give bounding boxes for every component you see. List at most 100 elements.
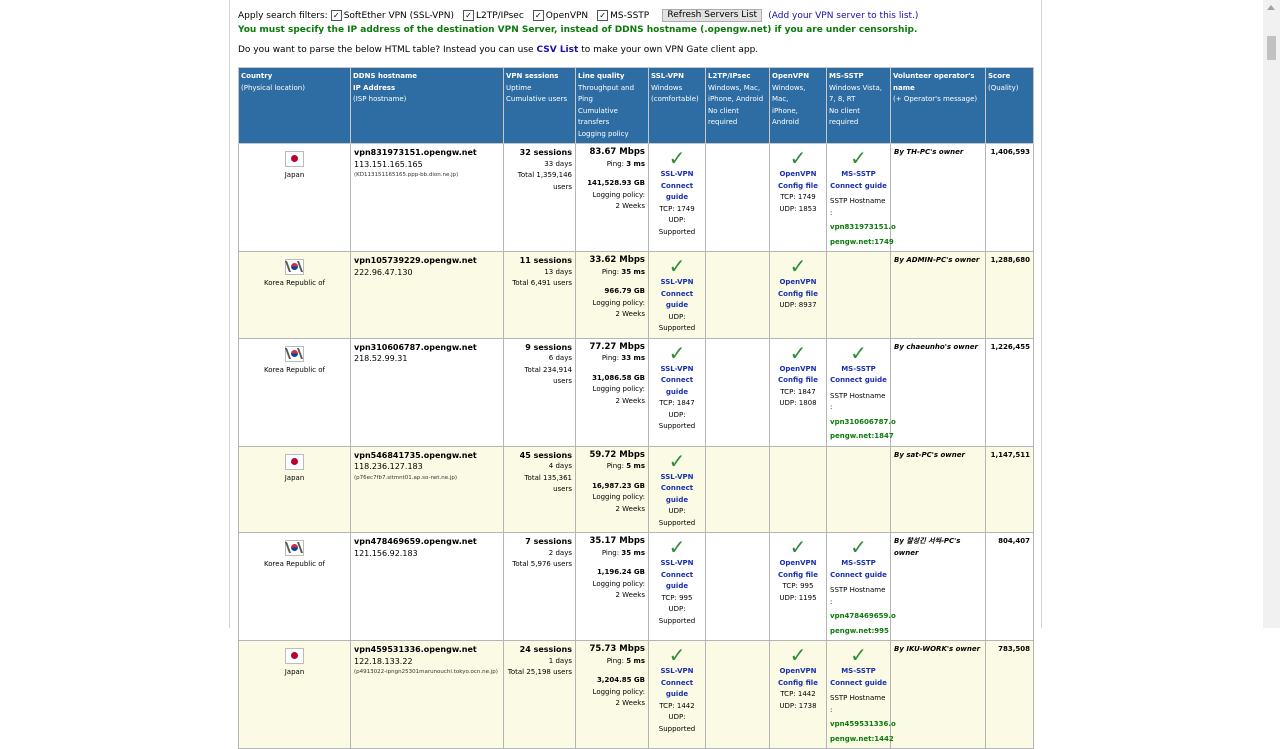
openvpn-link[interactable]: OpenVPN xyxy=(779,278,817,286)
logging-policy: 2 Weeks xyxy=(615,504,645,513)
ssl-connect-guide-link[interactable]: Connect guide xyxy=(660,678,694,699)
openvpn-cell: ✓ OpenVPN Config file TCP: 1749 UDP: 185… xyxy=(769,143,827,252)
ssl-connect-guide-link[interactable]: Connect guide xyxy=(660,484,694,504)
sstp-cell xyxy=(826,251,891,339)
header-operator: Volunteer operator's name (+ Operator's m… xyxy=(890,67,986,144)
openvpn-config-file-link[interactable]: Config file xyxy=(778,570,818,579)
header-openvpn: OpenVPN Windows, Mac, iPhone, Android xyxy=(769,67,827,144)
sstp-hostname: vpn310606787.o xyxy=(830,417,896,426)
refresh-servers-button[interactable]: Refresh Servers List xyxy=(662,9,763,22)
ssl-tcp-port: TCP: 1847 xyxy=(659,399,695,407)
filter-mssstp[interactable]: ✓ MS-SSTP xyxy=(597,10,649,21)
l2tp-cell xyxy=(705,143,770,252)
ssl-vpn-link[interactable]: SSL-VPN xyxy=(660,278,694,286)
header-sessions: VPN sessions Uptime Cumulative users xyxy=(503,67,576,144)
openvpn-config-file-link[interactable]: Config file xyxy=(778,181,818,190)
operator-cell: By chaeunho's owner xyxy=(890,337,986,447)
ssl-tcp-port: TCP: 995 xyxy=(661,593,693,602)
quality-cell: 35.17 Mbps Ping: 35 ms 1,196.24 GB Loggi… xyxy=(575,532,649,641)
quality-cell: 83.67 Mbps Ping: 3 ms 141,528.93 GB Logg… xyxy=(575,143,649,252)
isp-hostname: (p4913022-ipngn25301marunouchi.tokyo.ocn… xyxy=(354,669,498,675)
checkbox-icon[interactable]: ✓ xyxy=(532,10,544,21)
openvpn-config-file-link[interactable]: Config file xyxy=(778,289,818,298)
score-cell: 1,288,680 xyxy=(985,251,1034,339)
country-cell: Korea Republic of xyxy=(238,337,351,447)
l2tp-cell xyxy=(705,532,770,641)
sstp-link[interactable]: MS-SSTP xyxy=(841,559,876,567)
l2tp-cell xyxy=(705,640,770,749)
vertical-scrollbar[interactable] xyxy=(1263,0,1280,628)
sstp-link[interactable]: MS-SSTP xyxy=(841,364,876,373)
sstp-connect-guide-link[interactable]: Connect guide xyxy=(830,678,887,687)
table-row: Korea Republic of vpn105739229.opengw.ne… xyxy=(238,251,1034,339)
sstp-connect-guide-link[interactable]: Connect guide xyxy=(830,570,887,579)
ssl-vpn-link[interactable]: SSL-VPN xyxy=(660,472,694,481)
ssl-vpn-link[interactable]: SSL-VPN xyxy=(660,170,694,178)
logging-policy: 2 Weeks xyxy=(615,202,645,210)
ssl-vpn-link[interactable]: SSL-VPN xyxy=(660,559,694,567)
sstp-link[interactable]: MS-SSTP xyxy=(841,170,876,178)
score-value: 1,226,455 xyxy=(990,342,1030,351)
logging-policy-label: Logging policy: xyxy=(592,385,645,393)
header-country: Country (Physical location) xyxy=(238,67,351,144)
jp-flag-icon xyxy=(285,648,304,664)
openvpn-link[interactable]: OpenVPN xyxy=(779,170,817,178)
sstp-connect-guide-link[interactable]: Connect guide xyxy=(830,376,887,384)
sstp-hostname-cont: pengw.net:1749 xyxy=(830,237,894,246)
ssl-connect-guide-link[interactable]: Connect guide xyxy=(660,181,694,202)
country-name: Korea Republic of xyxy=(264,365,325,374)
ssl-tcp-port: TCP: 1442 xyxy=(659,701,695,710)
add-server-link[interactable]: (Add your VPN server to this list.) xyxy=(768,10,919,21)
score-cell: 804,407 xyxy=(985,532,1034,641)
ssl-connect-guide-link[interactable]: Connect guide xyxy=(660,376,694,396)
quality-cell: 59.72 Mbps Ping: 5 ms 16,987.23 GB Loggi… xyxy=(575,445,649,533)
logging-policy: 2 Weeks xyxy=(615,396,645,405)
uptime: 13 days xyxy=(544,267,572,276)
openvpn-link[interactable]: OpenVPN xyxy=(779,364,817,373)
openvpn-config-file-link[interactable]: Config file xyxy=(778,376,818,384)
openvpn-link[interactable]: OpenVPN xyxy=(779,667,817,675)
ping: Ping: 33 ms xyxy=(601,354,645,362)
openvpn-tcp-port: TCP: 1442 xyxy=(780,690,816,698)
openvpn-link[interactable]: OpenVPN xyxy=(779,559,817,567)
quality-cell: 77.27 Mbps Ping: 33 ms 31,086.58 GB Logg… xyxy=(575,337,649,447)
ssl-connect-guide-link[interactable]: Connect guide xyxy=(660,570,694,591)
openvpn-udp-port: UDP: 1808 xyxy=(779,399,817,407)
isp-hostname: (KD113151165165.ppp-bb.dion.ne.jp) xyxy=(354,172,459,178)
filter-openvpn[interactable]: ✓ OpenVPN xyxy=(532,10,588,21)
ssl-vpn-link[interactable]: SSL-VPN xyxy=(660,667,694,675)
ssl-udp-support: UDP: Supported xyxy=(658,605,696,625)
uptime: 6 days xyxy=(548,354,572,362)
country-cell: Korea Republic of xyxy=(238,251,351,339)
checkbox-icon[interactable]: ✓ xyxy=(597,10,609,21)
sessions-cell: 45 sessions 4 days Total 135,361 users xyxy=(503,445,576,533)
filter-softether[interactable]: ✓ SoftEther VPN (SSL-VPN) xyxy=(330,10,454,21)
sstp-connect-guide-link[interactable]: Connect guide xyxy=(830,181,887,190)
logging-policy-label: Logging policy: xyxy=(592,298,645,307)
openvpn-cell: ✓ OpenVPN Config file TCP: 1847 UDP: 180… xyxy=(769,337,827,447)
quality-cell: 75.73 Mbps Ping: 5 ms 3,204.85 GB Loggin… xyxy=(575,640,649,749)
country-name: Japan xyxy=(284,668,305,676)
ddns-hostname: vpn546841735.opengw.net xyxy=(354,450,477,460)
session-count: 24 sessions xyxy=(519,645,572,654)
cumulative-transfer: 31,086.58 GB xyxy=(592,373,645,382)
filter-l2tp[interactable]: ✓ L2TP/IPsec xyxy=(462,10,524,21)
sstp-hostname: vpn478469659.o xyxy=(830,612,896,620)
ddns-hostname: vpn105739229.opengw.net xyxy=(354,256,477,265)
scroll-up-arrow-icon[interactable] xyxy=(1267,5,1275,10)
ssl-connect-guide-link[interactable]: Connect guide xyxy=(660,289,694,310)
header-score: Score (Quality) xyxy=(985,67,1034,144)
header-l2tp: L2TP/IPsec Windows, Mac, iPhone, Android No… xyxy=(705,67,770,144)
csv-list-link[interactable]: CSV List xyxy=(536,45,579,55)
sstp-hostname-label: SSTP Hostname : xyxy=(830,197,886,217)
checkbox-icon[interactable]: ✓ xyxy=(462,10,474,21)
openvpn-config-file-link[interactable]: Config file xyxy=(778,678,818,687)
openvpn-cell: ✓ OpenVPN Config file UDP: 8937 xyxy=(769,251,827,339)
check-icon: ✓ xyxy=(850,340,867,365)
scroll-thumb[interactable] xyxy=(1267,36,1276,60)
sstp-link[interactable]: MS-SSTP xyxy=(841,667,876,675)
throughput: 59.72 Mbps xyxy=(589,449,645,460)
checkbox-icon[interactable]: ✓ xyxy=(330,10,342,21)
cumulative-transfer: 141,528.93 GB xyxy=(587,179,645,187)
ssl-vpn-link[interactable]: SSL-VPN xyxy=(660,364,694,373)
